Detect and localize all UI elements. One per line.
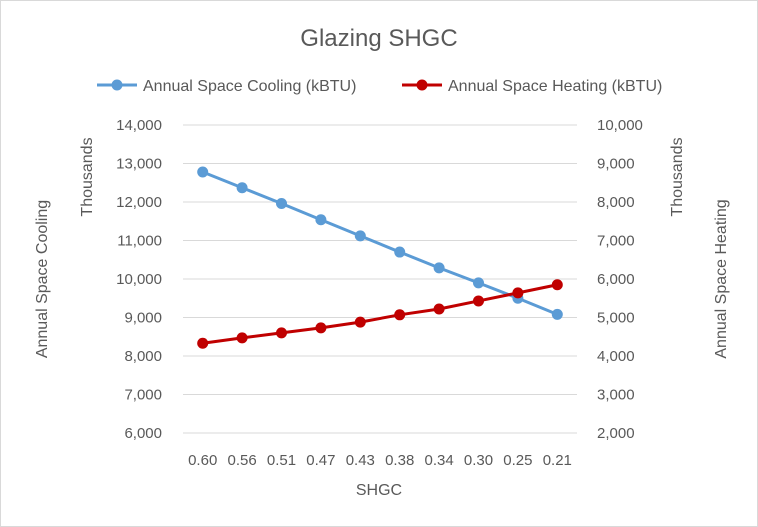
y-left-tick-label: 13,000 (116, 156, 162, 173)
y-right-tick-label: 9,000 (597, 156, 635, 173)
series-line-heating (202, 283, 558, 345)
data-point-cooling (315, 214, 327, 226)
data-point-heating (394, 309, 406, 321)
legend-marker-cooling (111, 79, 123, 91)
data-point-heating (512, 287, 524, 299)
y-right-tick-label: 7,000 (597, 233, 635, 250)
x-tick-label: 0.51 (267, 452, 296, 469)
y-right-tick-label: 8,000 (597, 194, 635, 211)
x-tick-label: 0.43 (346, 452, 375, 469)
y-axis-left-ticks: 6,000 7,000 8,000 9,000 10,000 11,000 12,000 13… (116, 117, 162, 442)
y-right-tick-label: 5,000 (597, 310, 635, 327)
x-axis-title: SHGC (356, 482, 402, 499)
y-axis-right-title: Annual Space Heating (713, 199, 730, 358)
data-point-cooling (473, 277, 484, 289)
data-point-heating (433, 303, 445, 315)
data-point-cooling (354, 230, 366, 242)
y-left-tick-label: 6,000 (124, 425, 162, 442)
data-point-heating (315, 322, 327, 334)
data-point-heating (276, 327, 287, 339)
y-right-tick-label: 3,000 (597, 387, 635, 404)
data-point-heating (197, 337, 209, 349)
y-right-tick-label: 6,000 (597, 271, 635, 288)
x-tick-label: 0.60 (188, 452, 217, 469)
y-left-tick-label: 9,000 (124, 310, 162, 327)
y-right-tick-label: 2,000 (597, 425, 635, 442)
data-point-cooling (433, 262, 445, 274)
y-left-tick-label: 10,000 (116, 271, 162, 288)
data-point-cooling (236, 182, 248, 194)
y-left-tick-label: 8,000 (124, 348, 162, 365)
data-point-cooling (276, 198, 287, 210)
legend-marker-heating (416, 79, 428, 91)
legend-label-cooling: Annual Space Cooling (kBTU) (143, 78, 356, 95)
x-tick-label: 0.21 (543, 452, 572, 469)
y-right-tick-label: 10,000 (597, 117, 643, 134)
data-point-cooling (394, 246, 406, 258)
x-tick-label: 0.30 (464, 452, 493, 469)
data-point-heating (236, 332, 248, 344)
series-layer (197, 166, 563, 349)
y-axis-right-ticks: 2,000 3,000 4,000 5,000 6,000 7,000 8,000 9,000… (597, 117, 643, 442)
y-axis-right-units: Thousands (669, 137, 686, 216)
y-left-tick-label: 14,000 (116, 117, 162, 134)
series-line-cooling (202, 170, 558, 316)
x-tick-label: 0.47 (306, 452, 335, 469)
legend: Annual Space Cooling (kBTU) Annual Space… (97, 78, 662, 95)
y-axis-left-title: Annual Space Cooling (34, 200, 51, 358)
gridlines (183, 124, 577, 434)
y-axis-left-units: Thousands (79, 137, 96, 216)
x-tick-label: 0.25 (503, 452, 532, 469)
data-point-cooling (551, 308, 563, 320)
y-left-tick-label: 12,000 (116, 194, 162, 211)
data-point-heating (354, 316, 366, 328)
x-tick-label: 0.38 (385, 452, 414, 469)
chart-title: Glazing SHGC (300, 25, 457, 52)
y-left-tick-label: 11,000 (117, 233, 162, 250)
data-point-cooling (197, 166, 209, 178)
data-point-heating (473, 295, 484, 307)
x-axis-ticks: 0.60 0.56 0.51 0.47 0.43 0.38 0.34 0.30 0.25 0.21 (188, 452, 572, 469)
y-right-tick-label: 4,000 (597, 348, 635, 365)
x-tick-label: 0.56 (227, 452, 256, 469)
legend-label-heating: Annual Space Heating (kBTU) (448, 78, 662, 95)
y-left-tick-label: 7,000 (124, 387, 162, 404)
x-tick-label: 0.34 (424, 452, 453, 469)
data-point-heating (551, 279, 563, 291)
